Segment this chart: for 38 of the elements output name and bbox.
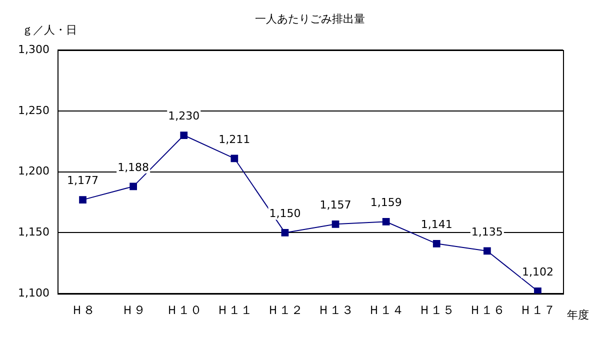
y-axis-title: ｇ／人・日	[22, 23, 77, 36]
point	[130, 182, 137, 190]
x-tick-label: Ｈ１４	[368, 302, 404, 317]
data-label: 1,159	[370, 196, 402, 210]
data-label: 1,188	[118, 160, 150, 174]
point	[432, 240, 440, 248]
x-tick-label: Ｈ１６	[469, 302, 506, 317]
x-tick-label: Ｈ１０	[166, 302, 202, 317]
y-tick-label: 1,200	[18, 164, 50, 178]
x-tick-label: Ｈ１２	[266, 302, 303, 317]
x-tick-label: Ｈ１５	[418, 302, 455, 317]
data-label: 1,141	[420, 218, 452, 232]
point	[332, 220, 340, 228]
point	[281, 229, 289, 236]
x-tick-label: Ｈ１１	[216, 302, 252, 317]
data-label: 1,135	[471, 225, 503, 238]
x-tick-label: Ｈ１７	[520, 302, 556, 317]
chart-title: 一人あたりごみ排出量	[255, 12, 366, 26]
point	[79, 196, 86, 204]
y-tick-label: 1,300	[18, 42, 50, 56]
y-tick-label: 1,150	[18, 226, 50, 239]
data-label: 1,177	[67, 174, 99, 188]
data-label: 1,102	[522, 266, 554, 279]
point	[534, 287, 542, 294]
x-tick-label: Ｈ１３	[318, 302, 354, 317]
x-tick-label: Ｈ８	[70, 302, 95, 317]
point	[382, 218, 390, 226]
data-label: 1,230	[168, 110, 200, 123]
data-label: 1,157	[320, 198, 352, 212]
data-label: 1,150	[269, 207, 301, 220]
point	[180, 132, 188, 139]
data-label: 1,211	[218, 132, 250, 146]
y-tick-label: 1,250	[18, 104, 50, 117]
x-tick-label: Ｈ９	[121, 302, 146, 317]
point	[483, 247, 491, 255]
y-tick-label: 1,100	[18, 286, 50, 300]
point	[230, 154, 238, 162]
x-axis-title: 年度	[567, 308, 589, 322]
